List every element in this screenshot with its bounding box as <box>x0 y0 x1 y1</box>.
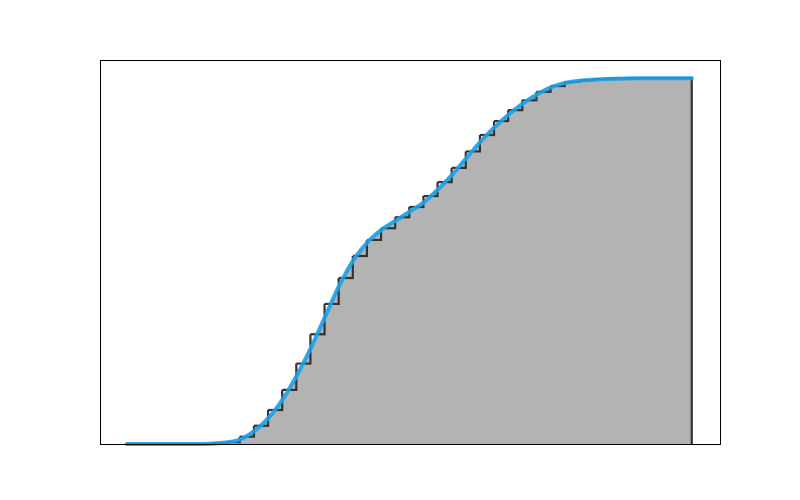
cdf-line <box>124 76 694 447</box>
axes-frame <box>100 60 721 445</box>
plot-area <box>124 76 694 447</box>
cdf-area <box>126 78 692 445</box>
